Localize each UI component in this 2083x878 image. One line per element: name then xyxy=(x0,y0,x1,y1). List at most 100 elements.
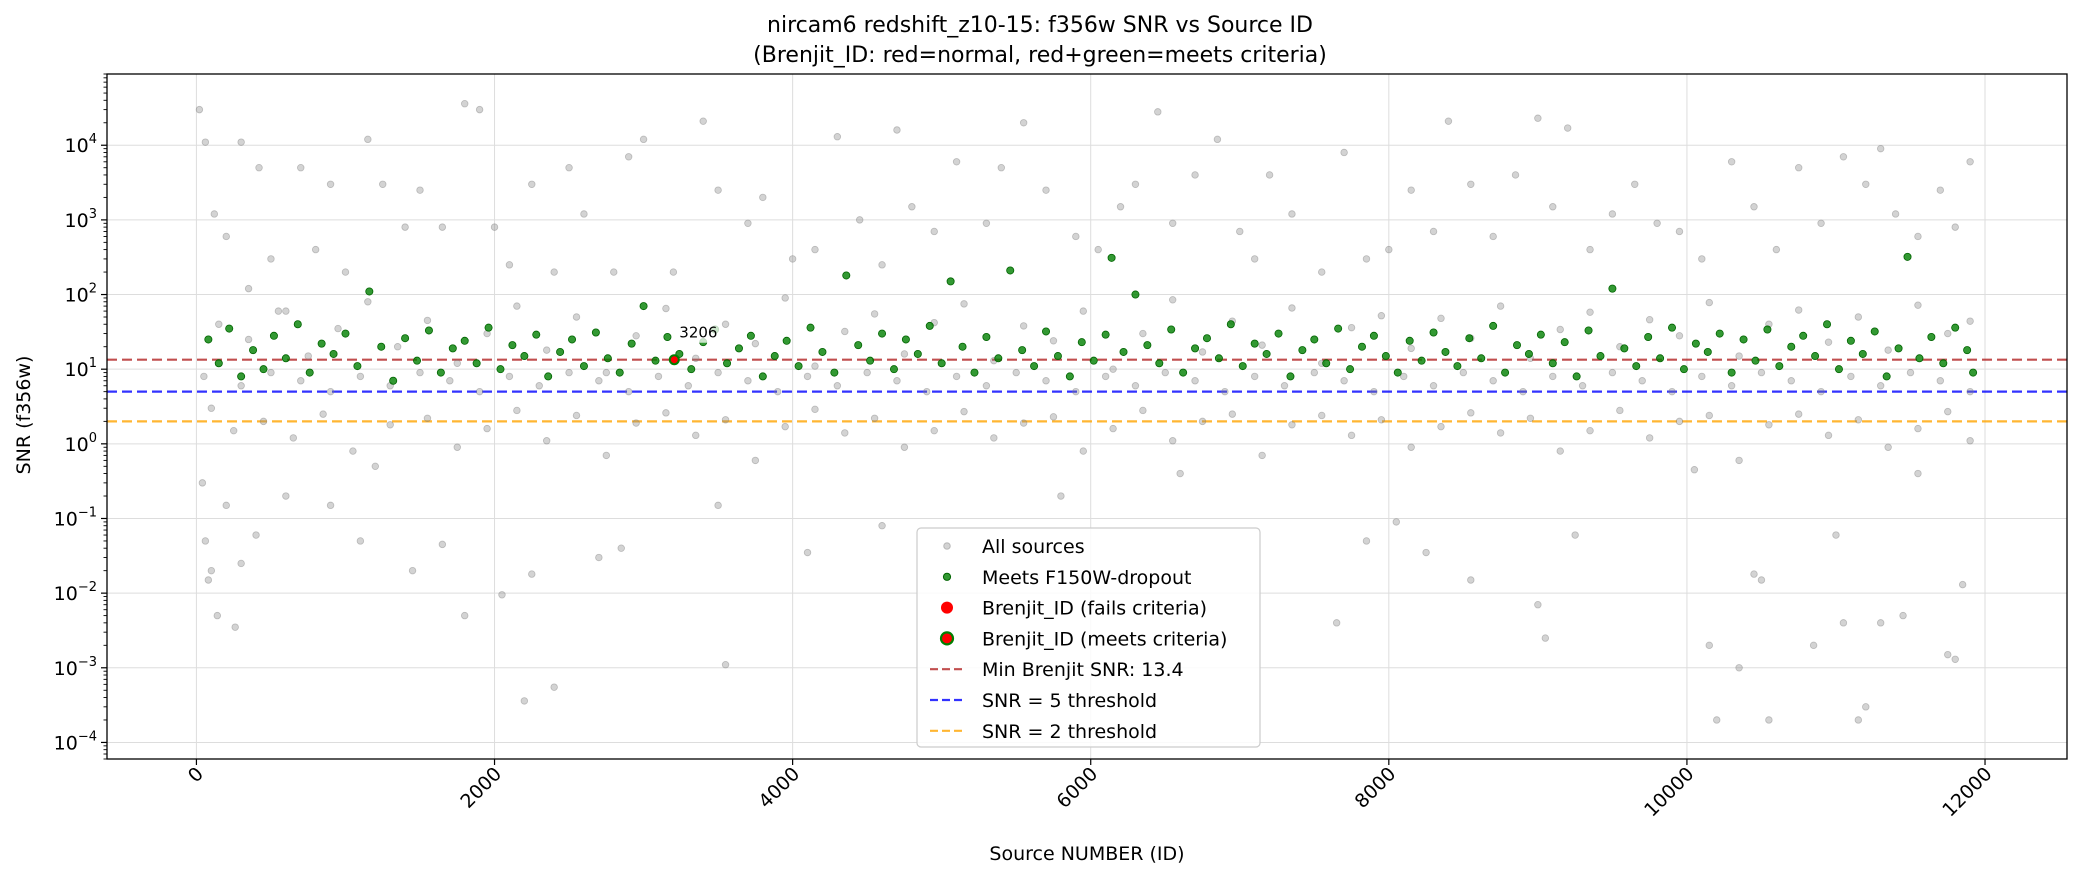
all-sources-point xyxy=(1019,119,1028,127)
all-sources-point xyxy=(364,135,372,144)
dropout-point xyxy=(214,359,223,368)
all-sources-point xyxy=(1727,382,1736,390)
y-tick-label: 10−4 xyxy=(54,729,97,754)
all-sources-point xyxy=(1042,186,1050,194)
all-sources-point xyxy=(1340,377,1348,385)
dropout-point xyxy=(353,362,362,371)
y-tick-label: 101 xyxy=(65,356,97,381)
all-sources-point xyxy=(1467,409,1475,417)
all-sources-point xyxy=(1862,703,1870,711)
all-sources-point xyxy=(1467,180,1475,188)
dropout-point xyxy=(532,330,541,339)
dropout-point xyxy=(1107,253,1116,262)
dropout-point xyxy=(1846,336,1855,345)
dropout-point xyxy=(1334,324,1343,333)
dropout-point xyxy=(1691,339,1700,348)
all-sources-point xyxy=(1407,443,1415,451)
all-sources-point xyxy=(1049,337,1058,345)
dropout-point xyxy=(818,347,827,356)
all-sources-point xyxy=(1444,117,1453,125)
all-sources-point xyxy=(1139,406,1147,415)
all-sources-point xyxy=(632,332,640,340)
all-sources-point xyxy=(1400,372,1408,381)
all-sources-point xyxy=(1832,531,1840,539)
all-sources-point xyxy=(1310,368,1319,377)
dropout-point xyxy=(1310,335,1319,344)
dropout-point xyxy=(225,324,234,333)
all-sources-point xyxy=(1750,570,1758,578)
all-sources-point xyxy=(1884,443,1892,451)
dropout-point xyxy=(842,271,851,280)
all-sources-point xyxy=(282,307,290,315)
all-sources-point xyxy=(893,126,901,134)
all-sources-point xyxy=(364,298,372,306)
all-sources-point xyxy=(1966,437,1974,445)
all-sources-point xyxy=(1280,382,1289,390)
all-sources-point xyxy=(870,310,879,318)
dropout-point xyxy=(889,365,898,374)
all-sources-point xyxy=(222,501,230,510)
dropout-point xyxy=(1584,326,1593,335)
dropout-point xyxy=(1963,346,1972,355)
dropout-point xyxy=(1465,334,1474,343)
all-sources-point xyxy=(1631,180,1639,188)
all-sources-point xyxy=(982,382,991,390)
dropout-point xyxy=(1101,330,1110,339)
all-sources-point xyxy=(289,434,298,442)
dropout-point xyxy=(1286,372,1295,381)
all-sources-point xyxy=(207,404,216,412)
annotation-label: 3206 xyxy=(679,324,717,342)
all-sources-point xyxy=(1705,298,1713,307)
all-sources-point xyxy=(1541,634,1550,642)
dropout-point xyxy=(1477,354,1486,363)
dropout-point xyxy=(1155,359,1164,368)
all-sources-point xyxy=(1109,365,1117,373)
all-sources-point xyxy=(198,479,207,487)
x-tick-label: 8000 xyxy=(1351,763,1401,813)
dropout-point xyxy=(1739,335,1748,344)
all-sources-point xyxy=(624,153,633,161)
all-sources-point xyxy=(215,320,223,328)
dropout-point xyxy=(1536,330,1545,339)
all-sources-point xyxy=(1407,344,1415,353)
dropout-point xyxy=(1250,339,1259,348)
all-sources-point xyxy=(393,343,402,351)
x-tick-label: 4000 xyxy=(754,763,804,813)
legend-label: Brenjit_ID (fails criteria) xyxy=(982,598,1207,620)
x-tick-label: 0 xyxy=(184,763,208,787)
all-sources-point xyxy=(1191,171,1199,179)
dropout-point xyxy=(389,376,398,385)
dropout-point xyxy=(1143,341,1152,350)
all-sources-point xyxy=(1839,619,1848,627)
all-sources-points xyxy=(195,100,1974,724)
all-sources-point xyxy=(1727,158,1736,166)
all-sources-point xyxy=(267,368,275,377)
all-sources-point xyxy=(475,387,484,396)
all-sources-point xyxy=(1616,406,1624,415)
dropout-point xyxy=(1751,356,1760,365)
all-sources-point xyxy=(1690,466,1699,474)
dropout-point xyxy=(1369,331,1378,340)
dropout-point xyxy=(1346,365,1355,374)
y-tick-label: 102 xyxy=(65,282,97,307)
dropout-point xyxy=(329,349,338,358)
all-sources-point xyxy=(1049,413,1058,421)
all-sources-point xyxy=(781,422,789,431)
all-sources-point xyxy=(326,501,335,510)
legend-label: SNR = 2 threshold xyxy=(982,721,1157,743)
all-sources-point xyxy=(1362,537,1371,545)
dropout-point xyxy=(1298,346,1307,355)
all-sources-point xyxy=(513,406,521,415)
all-sources-point xyxy=(416,186,424,194)
all-sources-point xyxy=(1608,368,1617,377)
all-sources-point xyxy=(1854,716,1863,724)
all-sources-point xyxy=(714,501,722,510)
dropout-point xyxy=(1179,368,1188,377)
dropout-point xyxy=(448,344,457,353)
all-sources-point xyxy=(386,421,394,429)
all-sources-point xyxy=(1645,434,1654,442)
all-sources-point xyxy=(1161,368,1169,377)
all-sources-point xyxy=(204,576,213,584)
all-sources-point xyxy=(1750,203,1758,211)
